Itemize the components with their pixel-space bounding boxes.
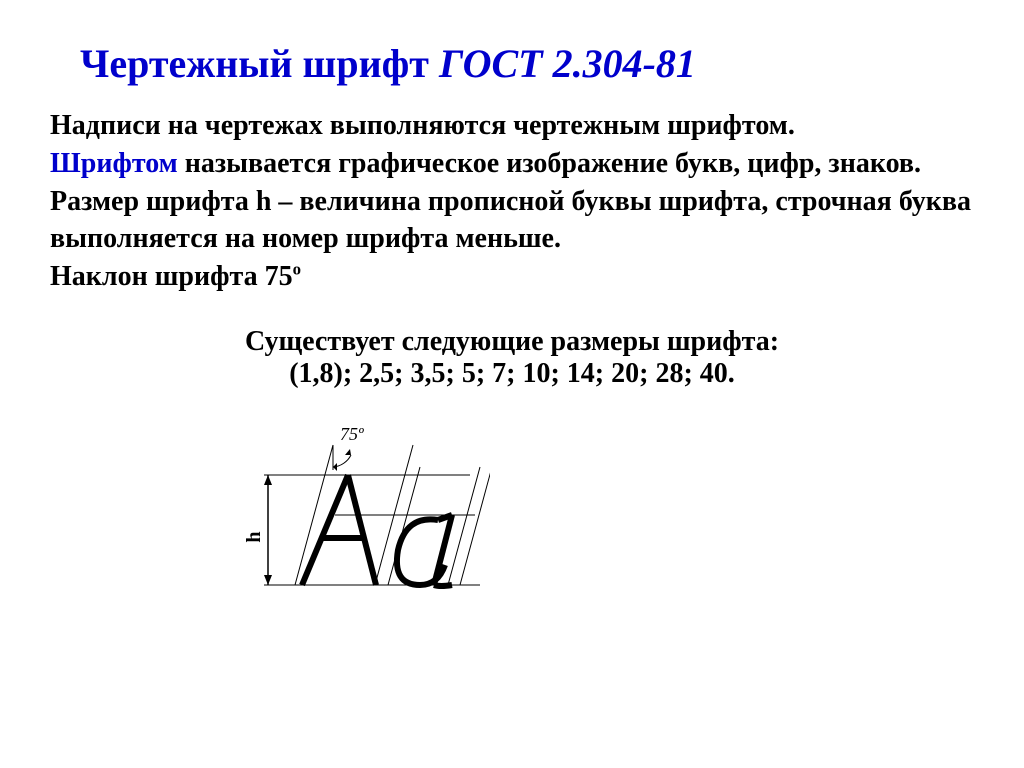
title-plain: Чертежный шрифт xyxy=(80,41,439,86)
term-shriftom: Шрифтом xyxy=(50,148,178,179)
sizes-heading: Существует следующие размеры шрифта: xyxy=(50,326,974,358)
p-line1: Надписи на чертежах выполняются чертежны… xyxy=(50,110,795,141)
sizes-list: (1,8); 2,5; 3,5; 5; 7; 10; 14; 20; 28; 4… xyxy=(50,358,974,390)
sizes-block: Существует следующие размеры шрифта: (1,… xyxy=(50,326,974,390)
p-line4-pre: Наклон шрифта 75 xyxy=(50,261,293,292)
p-line2: называется графическое изображение букв,… xyxy=(178,148,921,179)
height-label: h xyxy=(243,531,265,542)
page-title: Чертежный шрифт ГОСТ 2.304-81 xyxy=(80,40,974,87)
p-line4-sup: o xyxy=(293,260,301,279)
title-italic: ГОСТ 2.304-81 xyxy=(439,41,696,86)
angle-label: 75º xyxy=(340,424,364,444)
p-line3: Размер шрифта h – величина прописной бук… xyxy=(50,186,971,255)
letter-diagram: 75º h xyxy=(220,415,974,620)
body-paragraph: Надписи на чертежах выполняются чертежны… xyxy=(50,107,974,296)
